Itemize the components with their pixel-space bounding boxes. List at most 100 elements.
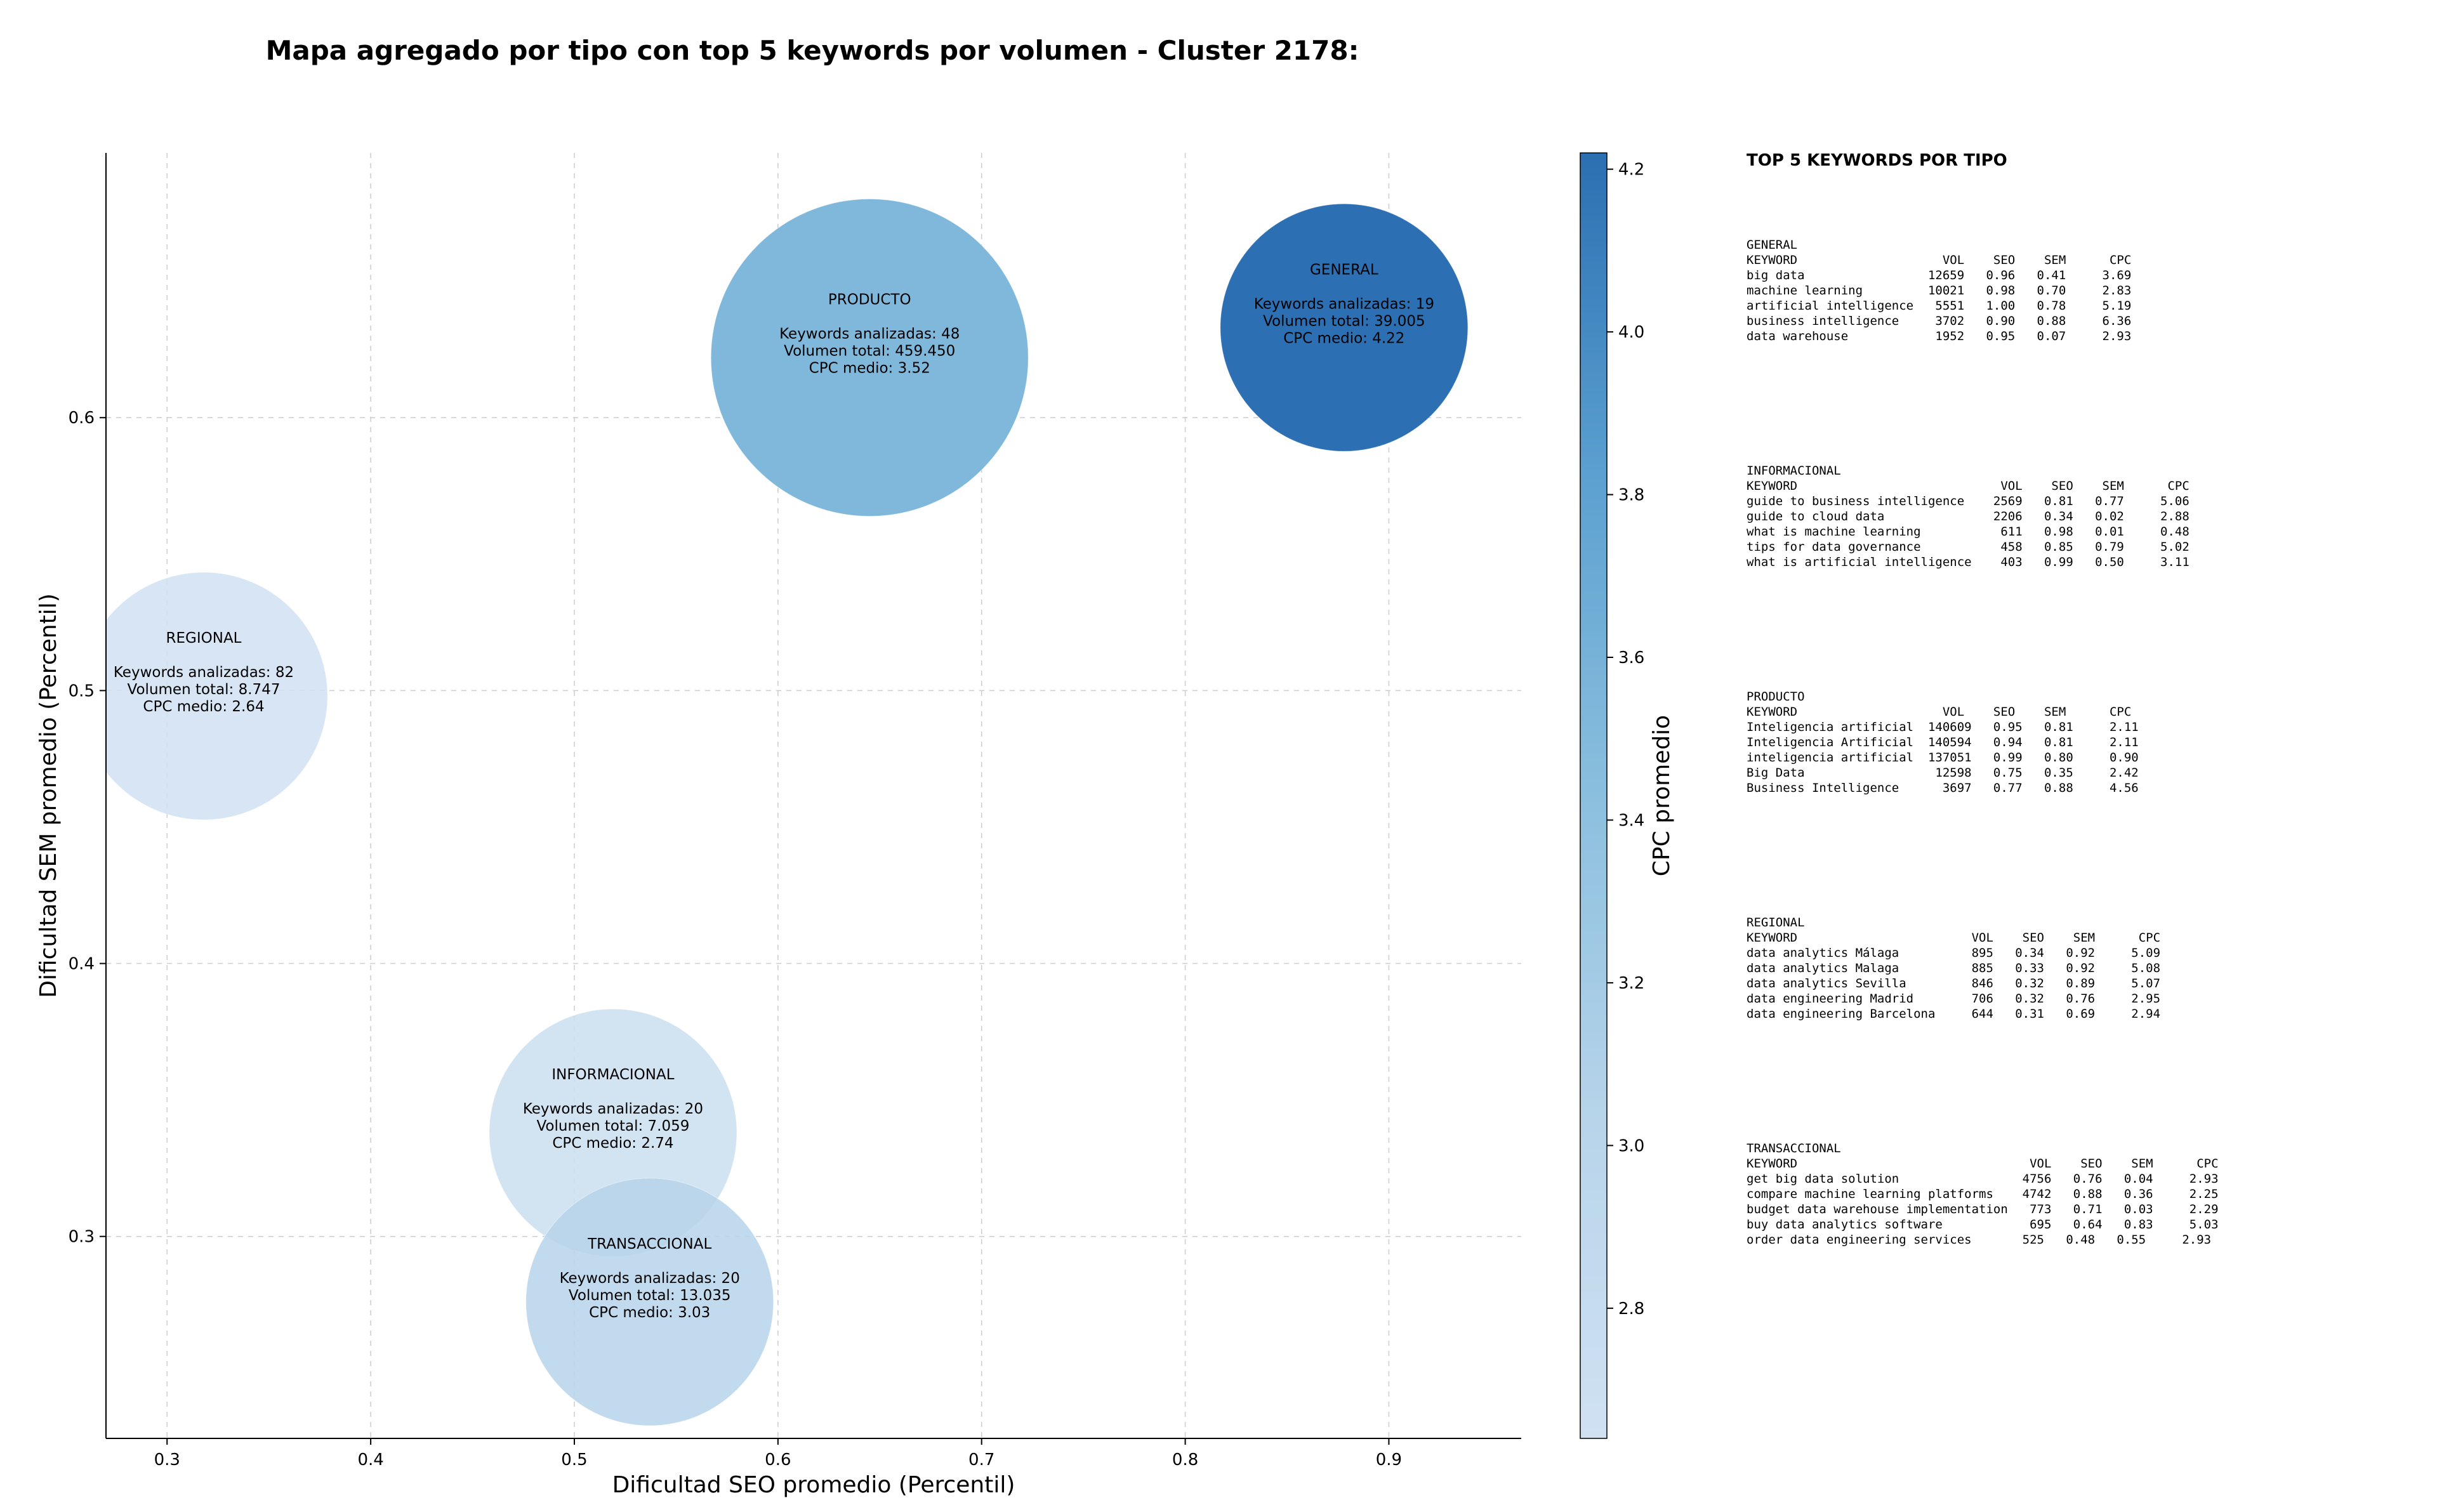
keyword-table-row: business intelligence 3702 0.90 0.88 6.3… bbox=[1747, 314, 2132, 328]
bubbles bbox=[106, 199, 1469, 1426]
keyword-table-heading: REGIONAL bbox=[1747, 916, 1805, 930]
x-axis-title: Dificultad SEO promedio (Percentil) bbox=[612, 1472, 1015, 1498]
bubble-label: INFORMACIONAL bbox=[551, 1067, 674, 1083]
top-keywords-panel: TOP 5 KEYWORDS POR TIPO GENERAL KEYWORD V… bbox=[1747, 151, 2413, 1247]
bubble-label: Volumen total: 13.035 bbox=[569, 1287, 731, 1304]
keyword-table-row: data analytics Sevilla 846 0.32 0.89 5.0… bbox=[1747, 976, 2161, 990]
keyword-table-row: Business Intelligence 3697 0.77 0.88 4.5… bbox=[1747, 781, 2139, 795]
keyword-table-row: tips for data governance 458 0.85 0.79 5… bbox=[1747, 540, 2189, 554]
keyword-table-informacional: INFORMACIONAL KEYWORD VOL SEO SEM CPC guid… bbox=[1747, 463, 2413, 570]
bubble-label: CPC medio: 2.74 bbox=[552, 1135, 673, 1152]
bubble-label: REGIONAL bbox=[166, 630, 242, 647]
keyword-table-row: order data engineering services 525 0.48… bbox=[1747, 1233, 2212, 1247]
bubble-label: TRANSACCIONAL bbox=[587, 1236, 711, 1252]
keyword-table-row: budget data warehouse implementation 773… bbox=[1747, 1202, 2219, 1216]
x-tick-label: 0.9 bbox=[1376, 1450, 1402, 1469]
bubble-label: Keywords analizadas: 48 bbox=[779, 326, 960, 343]
y-tick-label: 0.4 bbox=[69, 955, 95, 974]
bubble-producto bbox=[710, 199, 1029, 517]
bubble-label: PRODUCTO bbox=[828, 292, 911, 308]
bubble-label: CPC medio: 4.22 bbox=[1283, 330, 1404, 346]
keyword-table-general: GENERAL KEYWORD VOL SEO SEM CPC big data 1… bbox=[1747, 237, 2413, 344]
keyword-table-row: artificial intelligence 5551 1.00 0.78 5… bbox=[1747, 299, 2132, 313]
keyword-table-row: what is machine learning 611 0.98 0.01 0… bbox=[1747, 525, 2189, 539]
keyword-table-row: Big Data 12598 0.75 0.35 2.42 bbox=[1747, 766, 2139, 780]
keyword-table-row: big data 12659 0.96 0.41 3.69 bbox=[1747, 268, 2132, 282]
bubble-label: Volumen total: 459.450 bbox=[784, 343, 955, 360]
keyword-table-row: guide to business intelligence 2569 0.81… bbox=[1747, 494, 2189, 508]
bubble-label: Keywords analizadas: 19 bbox=[1254, 296, 1434, 312]
bubble-label: Volumen total: 39.005 bbox=[1263, 313, 1425, 329]
bubble-label: CPC medio: 3.52 bbox=[809, 360, 930, 377]
colorbar-tick-label: 3.2 bbox=[1618, 974, 1644, 993]
keyword-table-row: compare machine learning platforms 4742 … bbox=[1747, 1187, 2219, 1201]
keyword-table-row: inteligencia artificial 137051 0.99 0.80… bbox=[1747, 751, 2139, 765]
bubble-label: Volumen total: 8.747 bbox=[128, 681, 281, 698]
colorbar-title: CPC promedio bbox=[1649, 715, 1675, 876]
colorbar-tick-label: 4.0 bbox=[1618, 323, 1644, 342]
bubble-label: GENERAL bbox=[1310, 261, 1378, 278]
keyword-table-row: data engineering Madrid 706 0.32 0.76 2.… bbox=[1747, 992, 2161, 1006]
y-axis-title: Dificultad SEM promedio (Percentil) bbox=[36, 593, 62, 998]
keyword-table-header-row: KEYWORD VOL SEO SEM CPC bbox=[1747, 479, 2189, 493]
keyword-table-spacer bbox=[1747, 1022, 2413, 1141]
colorbar-gradient bbox=[1580, 152, 1608, 1439]
colorbar: 2.8 3.0 3.2 3.4 3.6 3.8 4.0 4.2 CPC promedio bbox=[1580, 152, 1675, 1439]
y-tick-label: 0.5 bbox=[69, 681, 95, 700]
bubble-label: CPC medio: 2.64 bbox=[143, 699, 264, 715]
keyword-table-heading: TRANSACCIONAL bbox=[1747, 1141, 1841, 1155]
keyword-table-heading: GENERAL bbox=[1747, 238, 1798, 252]
keyword-table-heading: PRODUCTO bbox=[1747, 690, 1805, 704]
keyword-table-row: Inteligencia artificial 140609 0.95 0.81… bbox=[1747, 720, 2139, 734]
bubble-transaccional bbox=[525, 1178, 774, 1426]
keyword-table-header-row: KEYWORD VOL SEO SEM CPC bbox=[1747, 931, 2161, 945]
x-tick-label: 0.7 bbox=[968, 1450, 994, 1469]
colorbar-tick-label: 4.2 bbox=[1618, 161, 1644, 180]
keyword-table-heading: INFORMACIONAL bbox=[1747, 464, 1841, 478]
x-tick-label: 0.6 bbox=[765, 1450, 791, 1469]
colorbar-tick-label: 3.8 bbox=[1618, 486, 1644, 505]
x-tick-label: 0.3 bbox=[154, 1450, 180, 1469]
bubble-label: Keywords analizadas: 82 bbox=[114, 664, 294, 681]
bubble-regional bbox=[106, 572, 328, 820]
keyword-table-row: data analytics Málaga 895 0.34 0.92 5.09 bbox=[1747, 946, 2161, 960]
keyword-table-spacer bbox=[1747, 796, 2413, 915]
bubble-label: Volumen total: 7.059 bbox=[536, 1118, 689, 1134]
keyword-table-spacer bbox=[1747, 344, 2413, 463]
x-ticks: 0.3 0.4 0.5 0.6 0.7 0.8 0.9 bbox=[154, 1438, 1402, 1469]
keyword-table-header-row: KEYWORD VOL SEO SEM CPC bbox=[1747, 1157, 2219, 1171]
keyword-table-row: data analytics Malaga 885 0.33 0.92 5.08 bbox=[1747, 961, 2161, 975]
x-tick-label: 0.4 bbox=[357, 1450, 383, 1469]
keyword-table-row: get big data solution 4756 0.76 0.04 2.9… bbox=[1747, 1172, 2219, 1186]
y-tick-label: 0.6 bbox=[69, 409, 95, 428]
colorbar-tick-label: 3.6 bbox=[1618, 648, 1644, 667]
colorbar-tick-label: 3.0 bbox=[1618, 1136, 1644, 1155]
bubble-general bbox=[1220, 203, 1469, 452]
y-ticks: 0.3 0.4 0.5 0.6 bbox=[69, 409, 106, 1247]
keyword-table-header-row: KEYWORD VOL SEO SEM CPC bbox=[1747, 705, 2132, 719]
keyword-table-producto: PRODUCTO KEYWORD VOL SEO SEM CPC Inteligen… bbox=[1747, 689, 2413, 796]
keyword-table-transaccional: TRANSACCIONAL KEYWORD VOL SEO SEM CPC get … bbox=[1747, 1141, 2413, 1247]
axes bbox=[105, 153, 1521, 1439]
top-keywords-blocks: GENERAL KEYWORD VOL SEO SEM CPC big data 1… bbox=[1747, 237, 2413, 1247]
colorbar-tick-label: 2.8 bbox=[1618, 1299, 1644, 1318]
keyword-table-row: data warehouse 1952 0.95 0.07 2.93 bbox=[1747, 329, 2132, 343]
bubble-label: Keywords analizadas: 20 bbox=[560, 1270, 740, 1287]
colorbar-tick-label: 3.4 bbox=[1618, 811, 1644, 830]
keyword-table-spacer bbox=[1747, 570, 2413, 689]
keyword-table-row: machine learning 10021 0.98 0.70 2.83 bbox=[1747, 284, 2132, 298]
x-tick-label: 0.5 bbox=[561, 1450, 587, 1469]
keyword-table-row: data engineering Barcelona 644 0.31 0.69… bbox=[1747, 1007, 2161, 1021]
colorbar-ticks: 2.8 3.0 3.2 3.4 3.6 3.8 4.0 4.2 bbox=[1607, 161, 1644, 1318]
y-tick-label: 0.3 bbox=[69, 1228, 95, 1247]
keyword-table-row: guide to cloud data 2206 0.34 0.02 2.88 bbox=[1747, 509, 2189, 523]
keyword-table-regional: REGIONAL KEYWORD VOL SEO SEM CPC data anal… bbox=[1747, 915, 2413, 1022]
keyword-table-row: what is artificial intelligence 403 0.99… bbox=[1747, 555, 2189, 569]
bubble-label: Keywords analizadas: 20 bbox=[523, 1101, 703, 1117]
keyword-table-header-row: KEYWORD VOL SEO SEM CPC bbox=[1747, 253, 2132, 267]
keyword-table-row: buy data analytics software 695 0.64 0.8… bbox=[1747, 1218, 2219, 1232]
bubble-label: CPC medio: 3.03 bbox=[589, 1305, 710, 1321]
chart-title: Mapa agregado por tipo con top 5 keyword… bbox=[265, 35, 1359, 66]
